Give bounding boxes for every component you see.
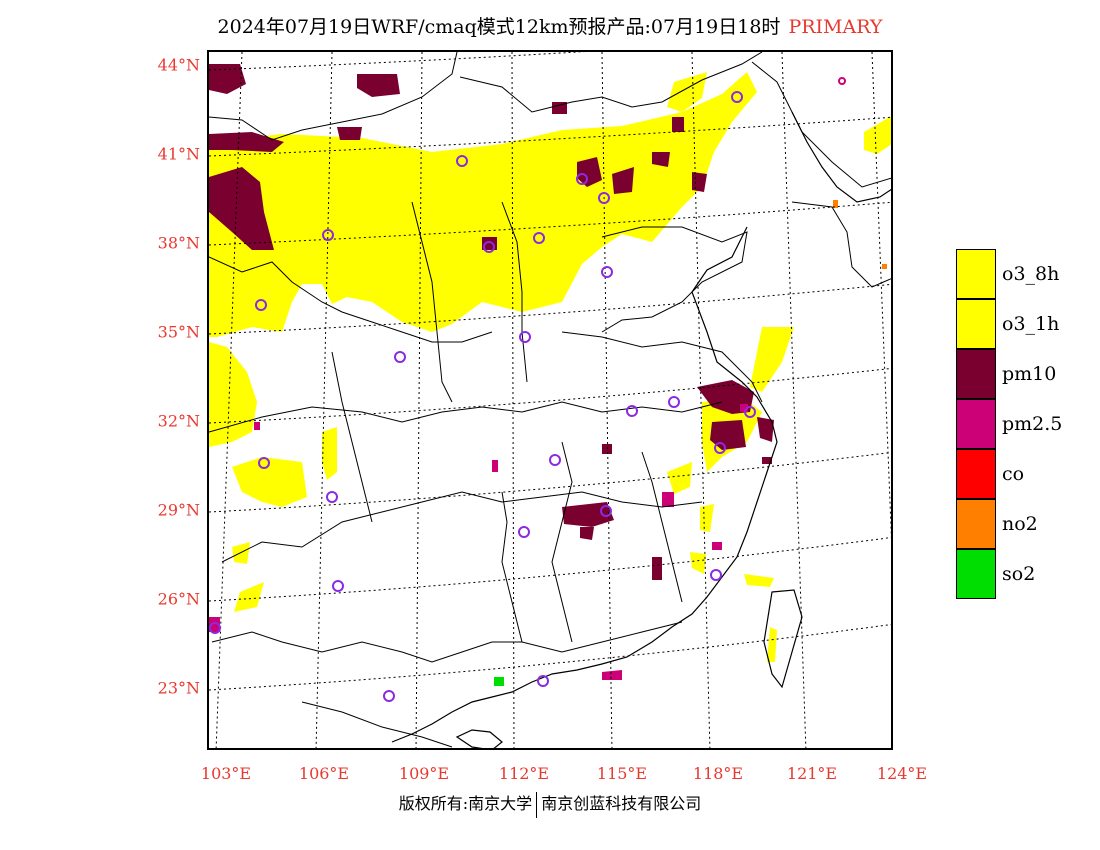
coastline: [391, 111, 891, 748]
legend-label: o3_1h: [1002, 313, 1060, 335]
lat-label-44: 44°N: [157, 55, 200, 75]
station-marker: [537, 675, 549, 687]
no2-patch-east: [882, 264, 887, 269]
so2-patch-guangdong: [494, 677, 504, 686]
title-tag: PRIMARY: [788, 16, 883, 38]
legend-swatch: [956, 449, 996, 499]
station-marker: [714, 442, 726, 454]
legend-swatch: [956, 349, 996, 399]
station-marker: [326, 491, 338, 503]
station-marker: [838, 77, 846, 85]
graticule: [209, 52, 891, 748]
legend-item-no2: no2: [956, 499, 1076, 549]
lat-label-41: 41°N: [157, 144, 200, 164]
station-marker: [322, 229, 334, 241]
station-markers: [209, 77, 846, 702]
no2-patch-east-sea: [833, 200, 838, 208]
station-marker: [731, 91, 743, 103]
lon-label-112: 112°E: [498, 764, 550, 783]
legend-label: so2: [1002, 563, 1036, 585]
lon-label-118: 118°E: [692, 764, 744, 783]
lat-label-23: 23°N: [157, 678, 200, 698]
station-marker: [533, 232, 545, 244]
pollutant-legend: o3_8h o3_1h pm10 pm2.5 co no2 so2: [956, 249, 1076, 599]
title-text: 2024年07月19日WRF/cmaq模式12km预报产品:07月19日18时: [217, 16, 781, 38]
station-marker: [549, 454, 561, 466]
legend-item-pm10: pm10: [956, 349, 1076, 399]
station-marker: [383, 690, 395, 702]
station-marker: [598, 192, 610, 204]
lon-label-124: 124°E: [876, 764, 928, 783]
legend-swatch: [956, 299, 996, 349]
legend-item-so2: so2: [956, 549, 1076, 599]
legend-swatch: [956, 499, 996, 549]
station-marker: [710, 569, 722, 581]
lat-label-35: 35°N: [157, 322, 200, 342]
legend-swatch: [956, 549, 996, 599]
legend-label: pm2.5: [1002, 413, 1063, 435]
legend-swatch: [956, 249, 996, 299]
legend-label: co: [1002, 463, 1025, 485]
pm10-region: [209, 64, 774, 580]
station-marker: [255, 299, 267, 311]
forecast-map[interactable]: [207, 50, 893, 750]
copyright-right: 南京创蓝科技有限公司: [541, 794, 702, 813]
station-marker: [332, 580, 344, 592]
map-title: 2024年07月19日WRF/cmaq模式12km预报产品:07月19日18时 P…: [0, 12, 1100, 39]
station-marker: [626, 405, 638, 417]
lon-label-121: 121°E: [786, 764, 838, 783]
boundaries: [209, 52, 891, 748]
station-marker: [668, 396, 680, 408]
legend-label: o3_8h: [1002, 263, 1060, 285]
station-marker: [744, 406, 756, 418]
station-marker: [394, 351, 406, 363]
copyright-footer: 版权所有:南京大学 南京创蓝科技有限公司: [0, 790, 1100, 818]
station-marker: [258, 457, 270, 469]
legend-swatch: [956, 399, 996, 449]
lat-label-32: 32°N: [157, 411, 200, 431]
station-marker: [600, 505, 612, 517]
o3-region: [209, 72, 891, 662]
station-marker: [519, 331, 531, 343]
station-marker: [518, 526, 530, 538]
lon-label-103: 103°E: [200, 764, 252, 783]
station-marker: [456, 155, 468, 167]
map-canvas: [209, 52, 891, 748]
lon-label-115: 115°E: [596, 764, 648, 783]
legend-item-pm25: pm2.5: [956, 399, 1076, 449]
legend-item-co: co: [956, 449, 1076, 499]
lat-label-29: 29°N: [157, 500, 200, 520]
copyright-left: 版权所有:南京大学: [398, 794, 533, 813]
legend-item-o3-8h: o3_8h: [956, 249, 1076, 299]
station-marker: [576, 173, 588, 185]
footer-divider: [536, 791, 538, 818]
legend-item-o3-1h: o3_1h: [956, 299, 1076, 349]
lon-label-109: 109°E: [398, 764, 450, 783]
station-marker: [601, 266, 613, 278]
pm25-region: [209, 404, 748, 680]
legend-label: no2: [1002, 513, 1038, 535]
legend-label: pm10: [1002, 363, 1057, 385]
station-marker: [483, 241, 495, 253]
lat-label-26: 26°N: [157, 589, 200, 609]
lon-label-106: 106°E: [298, 764, 350, 783]
station-marker: [209, 622, 221, 634]
lat-label-38: 38°N: [157, 233, 200, 253]
